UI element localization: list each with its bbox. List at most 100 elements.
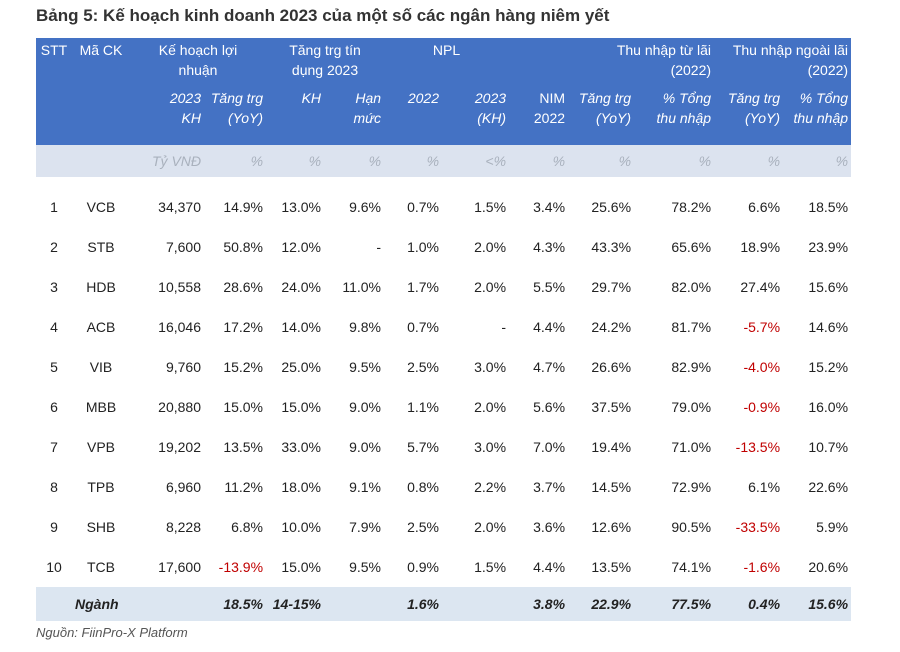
cell-interest-yoy: 13.5% (591, 559, 632, 575)
sub-noninterest-yoy: Tăng trg (YoY) (727, 90, 781, 126)
cell-plan: 6,960 (165, 479, 201, 495)
cell-plan-yoy: 6.8% (231, 519, 264, 535)
cell-noninterest-yoy: 18.9% (740, 239, 781, 255)
cell-npl-2022: 2.5% (407, 359, 440, 375)
cell-plan: 7,600 (165, 239, 201, 255)
cell-interest-yoy: 25.6% (591, 199, 632, 215)
cell-noninterest-share: 10.7% (808, 439, 849, 455)
sub-credit-limit: Hạn mức (353, 90, 382, 126)
cell-code: VCB (86, 199, 116, 215)
cell-plan-yoy: 11.2% (224, 479, 264, 495)
header-npl: NPL (432, 42, 461, 58)
cell-noninterest-yoy: -5.7% (743, 319, 781, 335)
cell-npl-2022: 0.9% (407, 559, 440, 575)
cell-code: VIB (89, 359, 113, 375)
cell-plan-yoy: 17.2% (223, 319, 264, 335)
cell-credit-kh: 18.0% (281, 479, 322, 495)
cell-credit-kh: 12.0% (281, 239, 322, 255)
unit-cell: <% (442, 145, 510, 177)
cell-noninterest-share: 16.0% (808, 399, 849, 415)
cell-noninterest-share: 15.6% (808, 279, 849, 295)
cell-interest-share: 74.1% (671, 559, 712, 575)
sub-noninterest-share: % Tổng thu nhập (793, 90, 849, 126)
cell-credit-kh: 25.0% (281, 359, 322, 375)
table-title: Bảng 5: Kế hoạch kinh doanh 2023 của một… (36, 6, 610, 25)
cell-stt: 9 (50, 519, 58, 535)
cell-interest-yoy: 19.4% (591, 439, 632, 455)
cell-plan-yoy: 28.6% (223, 279, 264, 295)
total-label: Ngành (72, 587, 130, 621)
cell-credit-kh: 15.0% (281, 559, 322, 575)
cell-nim: 3.6% (533, 519, 566, 535)
cell-nim: 3.7% (533, 479, 566, 495)
cell-credit-kh: 10.0% (281, 519, 322, 535)
industry-total-row: Ngành 18.5% 14-15% 1.6% 3.8% 22.9% 77.5%… (36, 587, 852, 621)
cell-npl-2022: 1.0% (407, 239, 440, 255)
sub-credit-kh: KH (301, 90, 322, 106)
unit-cell: % (384, 145, 443, 177)
cell-stt: 4 (50, 319, 58, 335)
table-row: 1 VCB 34,370 14.9% 13.0% 9.6% 0.7% 1.5% 3.4% 25.6… (36, 187, 851, 227)
unit-cell: % (783, 145, 852, 177)
cell-npl-2023: 2.0% (474, 519, 507, 535)
sub-npl-2023: 2023 (KH) (474, 90, 507, 126)
cell-plan-yoy: 15.0% (223, 399, 264, 415)
cell-noninterest-share: 5.9% (816, 519, 849, 535)
total-interest-yoy: 22.9% (568, 587, 635, 621)
cell-credit-limit: 9.0% (349, 399, 382, 415)
unit-cell: % (714, 145, 784, 177)
cell-nim: 4.4% (533, 319, 566, 335)
cell-noninterest-share: 23.9% (808, 239, 849, 255)
total-npl-2022: 1.6% (384, 587, 443, 621)
cell-plan: 17,600 (158, 559, 201, 575)
bank-plan-table: STT Mã CK Kế hoạch lợi nhuận Tăng trg tín… (36, 38, 852, 621)
unit-cell: % (568, 145, 635, 177)
cell-npl-2023: - (501, 319, 507, 335)
unit-cell: % (634, 145, 715, 177)
cell-npl-2023: 3.0% (474, 439, 507, 455)
table-row: 7 VPB 19,202 13.5% 33.0% 9.0% 5.7% 3.0% 7.0% 19.4… (36, 427, 851, 467)
cell-npl-2022: 5.7% (407, 439, 440, 455)
cell-interest-share: 79.0% (671, 399, 712, 415)
cell-credit-limit: 9.6% (349, 199, 382, 215)
cell-credit-limit: 11.0% (342, 279, 382, 295)
cell-npl-2023: 3.0% (474, 359, 507, 375)
cell-nim: 5.5% (533, 279, 566, 295)
table-row: 6 MBB 20,880 15.0% 15.0% 9.0% 1.1% 2.0% 5.6% 37.5… (36, 387, 851, 427)
cell-interest-yoy: 24.2% (591, 319, 632, 335)
header-interest-income: Thu nhập từ lãi (2022) (616, 42, 712, 78)
total-noninterest-yoy: 0.4% (714, 587, 784, 621)
sub-interest-yoy: Tăng trg (YoY) (578, 90, 632, 126)
cell-code: SHB (86, 519, 116, 535)
cell-plan-yoy: 14.9% (223, 199, 264, 215)
total-interest-share: 77.5% (634, 587, 715, 621)
table-row: 10 TCB 17,600 -13.9% 15.0% 9.5% 0.9% 1.5% 4.4% 13… (36, 547, 851, 587)
cell-plan-yoy: -13.9% (218, 559, 264, 575)
cell-interest-share: 82.0% (671, 279, 712, 295)
cell-noninterest-yoy: 6.6% (748, 199, 781, 215)
cell-npl-2023: 1.5% (474, 559, 507, 575)
cell-interest-yoy: 37.5% (591, 399, 632, 415)
cell-interest-yoy: 43.3% (591, 239, 632, 255)
header-group-row: STT Mã CK Kế hoạch lợi nhuận Tăng trg tín… (36, 38, 852, 84)
total-credit-kh: 14-15% (266, 587, 325, 621)
cell-plan: 19,202 (158, 439, 201, 455)
cell-code: STB (87, 239, 115, 255)
cell-npl-2023: 2.0% (474, 239, 507, 255)
cell-interest-share: 78.2% (671, 199, 712, 215)
sub-interest-share: % Tổng thu nhập (656, 90, 712, 126)
cell-noninterest-share: 14.6% (808, 319, 849, 335)
cell-interest-yoy: 29.7% (591, 279, 632, 295)
total-noninterest-share: 15.6% (783, 587, 852, 621)
cell-code: HDB (86, 279, 116, 295)
cell-credit-kh: 33.0% (281, 439, 322, 455)
cell-noninterest-share: 18.5% (808, 199, 849, 215)
cell-npl-2022: 0.7% (407, 199, 440, 215)
total-plan-yoy: 18.5% (204, 587, 267, 621)
cell-credit-kh: 24.0% (281, 279, 322, 295)
header-stt: STT (40, 42, 68, 58)
table-row: 4 ACB 16,046 17.2% 14.0% 9.8% 0.7% - 4.4% 24.2% 81… (36, 307, 851, 347)
cell-interest-share: 90.5% (671, 519, 712, 535)
cell-code: TCB (87, 559, 115, 575)
cell-plan: 8,228 (165, 519, 201, 535)
